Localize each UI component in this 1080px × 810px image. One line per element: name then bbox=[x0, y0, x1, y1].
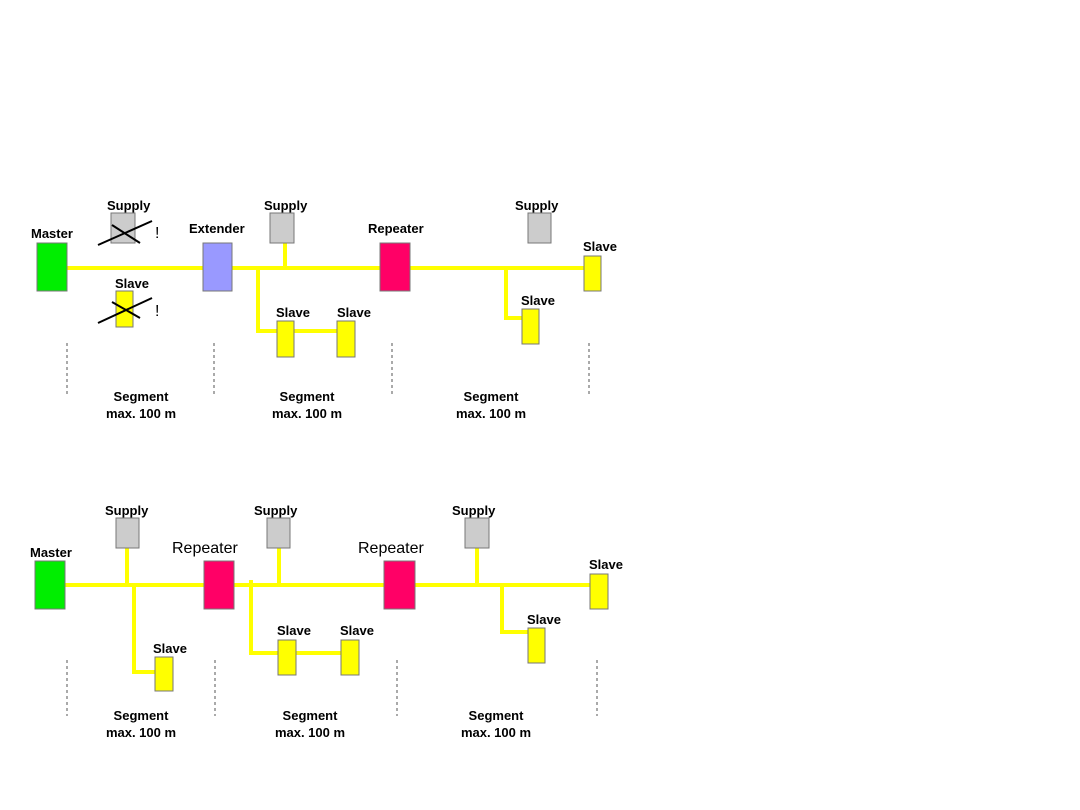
segment-label: Segment bbox=[114, 389, 170, 404]
top-repeater-box bbox=[379, 242, 411, 292]
segment-length: max. 100 m bbox=[106, 406, 176, 421]
segment-length: max. 100 m bbox=[106, 725, 176, 740]
bottom-slave4-label: Slave bbox=[527, 612, 561, 627]
cross-icon bbox=[111, 301, 141, 319]
top-slave4-box bbox=[521, 308, 540, 345]
top-slave3-label: Slave bbox=[583, 239, 617, 254]
top-supply2-box bbox=[527, 212, 552, 244]
top-supply1-box bbox=[269, 212, 295, 244]
top-slave2-box bbox=[336, 320, 356, 358]
cross-icon bbox=[111, 224, 141, 244]
bottom-repeater2-label: Repeater bbox=[358, 540, 424, 557]
bottom-branch-3 bbox=[500, 585, 528, 634]
segment-length: max. 100 m bbox=[461, 725, 531, 740]
bottom-supply1-label: Supply bbox=[105, 503, 149, 518]
top-extender-label: Extender bbox=[189, 221, 245, 236]
segment-label: Segment bbox=[283, 708, 339, 723]
top-supply-crossed-label: Supply bbox=[107, 198, 151, 213]
warning-mark: ! bbox=[155, 303, 159, 320]
bottom-supply3-label: Supply bbox=[452, 503, 496, 518]
bottom-slave2-box bbox=[277, 639, 297, 676]
bottom-slave3-box bbox=[340, 639, 360, 676]
top-slave1-label: Slave bbox=[276, 305, 310, 320]
top-supply2-label: Supply bbox=[515, 198, 559, 213]
warning-mark: ! bbox=[155, 225, 159, 242]
segment-label: Segment bbox=[469, 708, 525, 723]
segment-length: max. 100 m bbox=[456, 406, 526, 421]
top-branch-2 bbox=[504, 268, 522, 320]
segment-label: Segment bbox=[464, 389, 520, 404]
bottom-slave5-box bbox=[589, 573, 609, 610]
bottom-slave1-label: Slave bbox=[153, 641, 187, 656]
bottom-slave5-label: Slave bbox=[589, 557, 623, 572]
segment-label: Segment bbox=[280, 389, 336, 404]
segment-label: Segment bbox=[114, 708, 170, 723]
top-slave3-box bbox=[583, 255, 602, 292]
top-extender-box bbox=[202, 242, 233, 292]
bottom-supply2-box bbox=[266, 517, 291, 549]
top-branch-1 bbox=[256, 268, 355, 333]
bottom-slave2-label: Slave bbox=[277, 623, 311, 638]
bottom-branch-1 bbox=[132, 585, 155, 674]
bottom-repeater1-box bbox=[203, 560, 235, 610]
top-slave2-label: Slave bbox=[337, 305, 371, 320]
bottom-repeater1-label: Repeater bbox=[172, 540, 238, 557]
bottom-supply1-box bbox=[115, 517, 140, 549]
bottom-repeater2-box bbox=[383, 560, 416, 610]
bottom-slave1-box bbox=[154, 656, 174, 692]
bottom-diagram: Master Supply Slave Repeater Supply Slav… bbox=[30, 503, 623, 740]
segment-length: max. 100 m bbox=[272, 406, 342, 421]
top-slave1-box bbox=[276, 320, 295, 358]
top-slave-crossed-label: Slave bbox=[115, 276, 149, 291]
top-diagram: Master Supply ! Slave ! Extender Supply … bbox=[31, 198, 617, 421]
bottom-branch-2 bbox=[249, 580, 341, 655]
top-slave4-label: Slave bbox=[521, 293, 555, 308]
top-repeater-label: Repeater bbox=[368, 221, 424, 236]
bottom-supply2-label: Supply bbox=[254, 503, 298, 518]
top-supply1-label: Supply bbox=[264, 198, 308, 213]
segment-length: max. 100 m bbox=[275, 725, 345, 740]
bottom-slave3-label: Slave bbox=[340, 623, 374, 638]
bottom-master-label: Master bbox=[30, 545, 72, 560]
top-master-box bbox=[36, 242, 68, 292]
bottom-master-box bbox=[34, 560, 66, 610]
top-master-label: Master bbox=[31, 226, 73, 241]
bottom-slave4-box bbox=[527, 627, 546, 664]
bottom-supply3-box bbox=[464, 517, 490, 549]
